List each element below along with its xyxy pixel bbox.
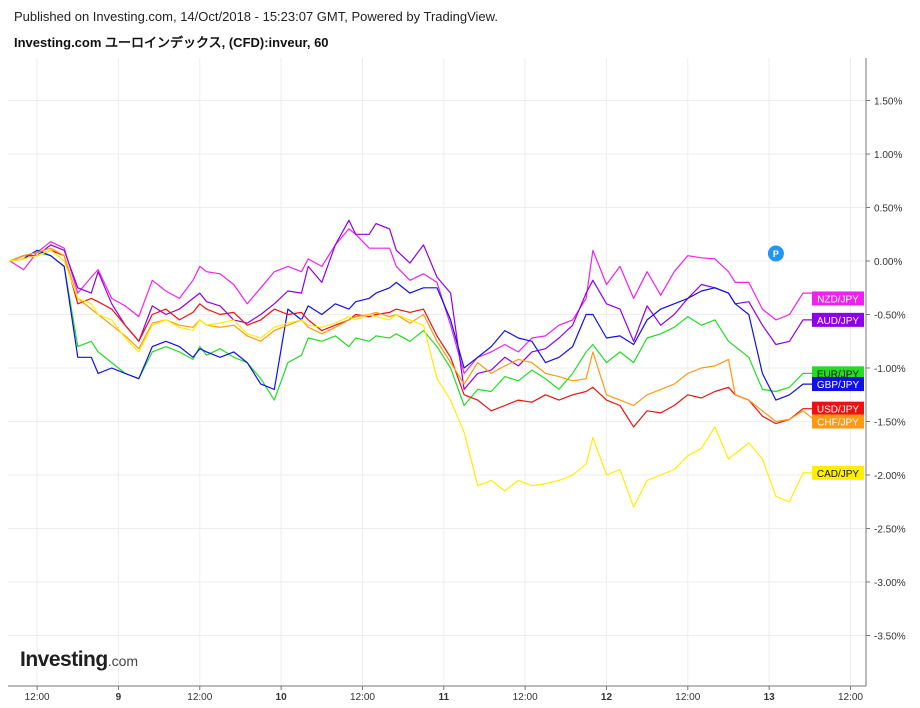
x-tick-label: 12:00	[350, 692, 375, 703]
series-tag-label: CAD/JPY	[817, 469, 860, 480]
event-markers: P	[767, 245, 784, 262]
y-tick-label: -3.50%	[874, 632, 906, 643]
series-tag-label: EUR/JPY	[817, 369, 860, 380]
event-marker-label: P	[773, 249, 779, 259]
y-tick-label: 1.00%	[874, 150, 902, 161]
investing-logo: Investing.com	[20, 648, 138, 672]
series-tag-label: GBP/JPY	[817, 380, 860, 391]
x-tick-label: 12:00	[513, 692, 538, 703]
series-tag-aud-jpy	[812, 312, 864, 327]
series-lines	[9, 219, 817, 508]
series-tag-label: USD/JPY	[817, 405, 860, 416]
y-tick-label: -1.00%	[874, 364, 906, 375]
series-line-chf-jpy	[9, 247, 817, 423]
series-line-aud-jpy	[9, 219, 817, 390]
series-tag-gbp-jpy	[812, 377, 864, 392]
x-tick-label: 12:00	[187, 692, 212, 703]
x-tick-label: 9	[116, 692, 122, 703]
x-tick-label: 11	[439, 692, 450, 703]
y-tick-label: 0.00%	[874, 257, 902, 268]
chart-title: Investing.com ユーロインデックス, (CFD):inveur, 6…	[14, 35, 329, 50]
grid-lines	[8, 58, 866, 686]
axes: 1.50% 1.00% 0.50% 0.00% -0.50% -1.00% -1.50% -2…	[8, 58, 906, 703]
y-tick-label: 1.50%	[874, 97, 902, 108]
y-tick-label: -0.50%	[874, 311, 906, 322]
y-tick-label: -2.00%	[874, 471, 906, 482]
published-caption: Published on Investing.com, 14/Oct/2018 …	[14, 9, 498, 24]
y-tick-label: -3.00%	[874, 578, 906, 589]
x-tick-label: 12:00	[675, 692, 700, 703]
series-tag-nzd-jpy	[812, 291, 864, 306]
event-marker	[767, 245, 784, 262]
series-tag-label: AUD/JPY	[817, 316, 860, 327]
series-tag-label: NZD/JPY	[817, 294, 859, 305]
logo-suffix-text: .com	[107, 653, 139, 669]
x-tick-label: 12:00	[25, 692, 50, 703]
y-tick-label: -1.50%	[874, 418, 906, 429]
series-line-eur-jpy	[9, 251, 817, 407]
x-tick-label: 13	[764, 692, 776, 703]
series-line-usd-jpy	[9, 249, 817, 428]
series-tag-eur-jpy	[812, 366, 864, 381]
logo-main-text: Investing	[20, 648, 108, 671]
series-line-gbp-jpy	[9, 249, 817, 401]
x-tick-label: 10	[276, 692, 288, 703]
series-tag-usd-jpy	[812, 401, 864, 416]
x-tick-label: 12:00	[838, 692, 863, 703]
series-line-nzd-jpy	[9, 228, 817, 374]
y-tick-label: 0.50%	[874, 204, 902, 215]
series-tag-chf-jpy	[812, 414, 864, 429]
x-tick-label: 12	[601, 692, 613, 703]
y-tick-label: -2.50%	[874, 525, 906, 536]
series-tag-label: CHF/JPY	[817, 418, 859, 429]
series-tag-cad-jpy	[812, 465, 864, 480]
series-line-cad-jpy	[9, 249, 817, 508]
